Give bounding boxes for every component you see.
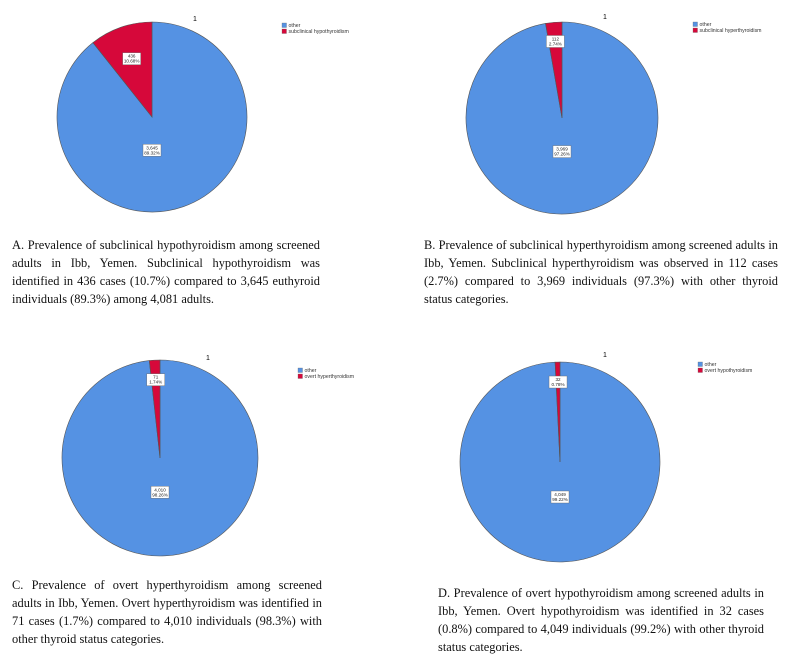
data-label-percent-1-d: 0.78% [552,382,565,387]
pie-slice-subclinical-hypothyroidism-a [92,21,153,118]
data-label-count-0-a: 3,645 [146,145,158,150]
chart-title-c: 1 [206,355,210,362]
legend-label-0-d: other [705,362,717,368]
data-label-box-1-a [122,52,141,65]
chart-title-a: 1 [193,16,197,23]
data-label-percent-0-a: 89.32% [144,150,160,155]
data-label-count-1-a: 436 [128,54,136,59]
data-label-count-1-c: 71 [153,375,159,380]
chart-title-d: 1 [603,352,607,359]
legend-label-0-c: other [305,368,317,374]
legend-swatch-0-a [281,22,287,28]
chart-title-b: 1 [603,14,607,21]
data-label-box-1-d [548,375,568,389]
legend-swatch-1-a [281,28,287,34]
legend-label-1-d: overt hypothyroidism [705,368,753,374]
data-label-count-0-b: 3,969 [556,147,568,152]
data-label-count-1-b: 112 [552,36,560,41]
data-label-box-0-b [552,145,572,158]
data-label-count-1-d: 32 [555,377,561,382]
data-label-percent-1-b: 2.74% [549,41,562,46]
data-label-percent-1-a: 10.68% [124,59,140,64]
data-label-box-0-a [142,144,162,157]
caption-c: C. Prevalence of overt hyperthyroidism a… [12,578,322,646]
legend-label-1-a: subclinical hypothyroidism [289,29,349,35]
chart-panel-a: 1 other subclinical hypothyroidism 3,645 89.… [0,0,400,215]
data-label-percent-0-c: 98.26% [152,492,168,497]
legend-swatch-0-d [697,361,703,367]
legend-swatch-0-b [692,21,698,27]
legend-label-1-c: overt hyperthyroidism [305,374,355,380]
legend-label-0-b: other [700,22,712,28]
data-label-count-0-d: 4,049 [554,492,566,497]
chart-panel-b: 1 other subclinical hyperthyroidism 3,969 97… [400,0,800,215]
chart-panel-c: 1 other overt hyperthyroidism 4,010 98.26% 71… [0,345,400,570]
legend-swatch-1-c [297,373,303,379]
data-label-box-0-c [150,486,170,499]
data-label-percent-1-c: 1.74% [149,380,162,385]
legend-label-0-a: other [289,23,301,29]
legend-swatch-1-d [697,367,703,373]
legend-swatch-1-b [692,27,698,33]
data-label-count-0-c: 4,010 [154,487,166,492]
legend-swatch-0-c [297,367,303,373]
legend-label-1-b: subclinical hyperthyroidism [700,28,762,34]
caption-a: A. Prevalence of subclinical hypothyroid… [12,238,320,306]
data-label-box-0-d [550,490,570,504]
data-label-box-1-c [146,373,165,386]
chart-panel-d: 1 other overt hypothyroidism 4,049 99.22% 32 0… [400,345,800,570]
caption-d: D. Prevalence of overt hypothyroidism am… [438,586,764,654]
caption-b: B. Prevalence of subclinical hyperthyroi… [424,238,778,306]
data-label-percent-0-b: 97.26% [554,152,570,157]
data-label-percent-0-d: 99.22% [552,497,568,502]
data-label-box-1-b [546,35,565,48]
